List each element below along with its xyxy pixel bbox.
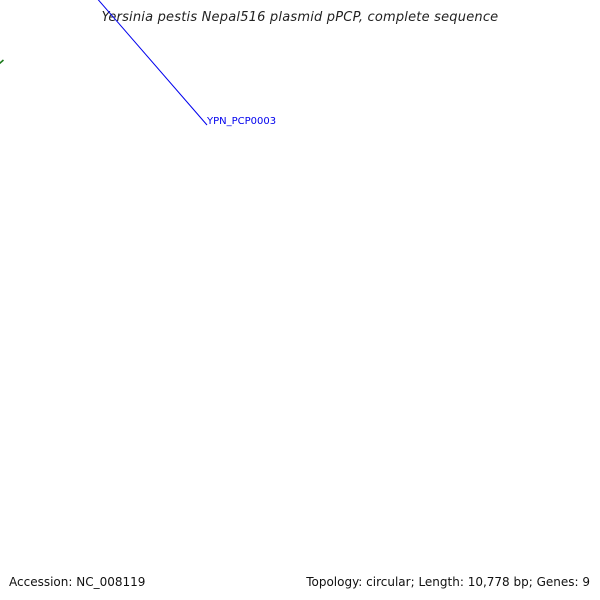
topology-summary: Topology: circular; Length: 10,778 bp; G…: [306, 575, 590, 589]
gene-leader-line: [0, 0, 207, 125]
outer-major-tick: [0, 60, 3, 65]
accession-text: Accession: NC_008119: [9, 575, 145, 589]
outer-tick-ring: [0, 0, 3, 65]
gene-label[interactable]: YPN_PCP0003: [206, 116, 276, 127]
gene-feature[interactable]: YPN_PCP0003: [0, 0, 276, 127]
